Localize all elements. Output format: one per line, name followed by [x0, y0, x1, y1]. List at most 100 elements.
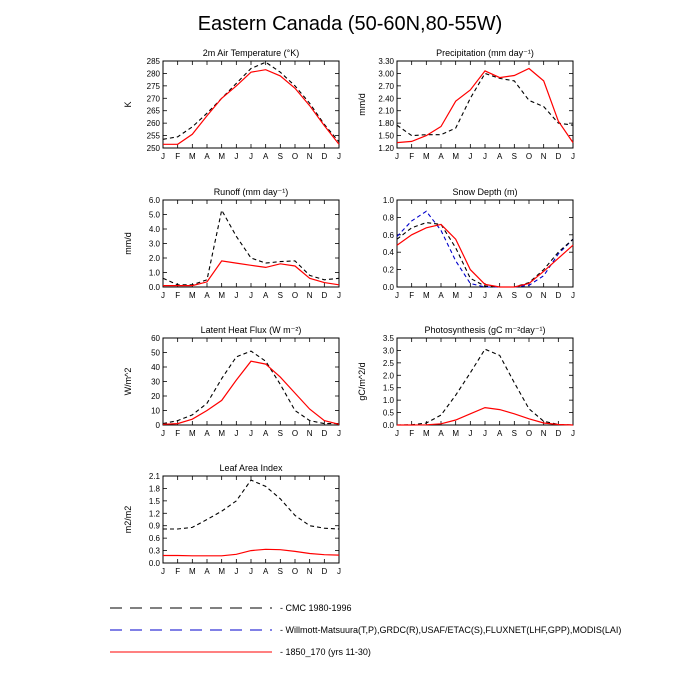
y-tick-label: 1.20: [378, 144, 394, 153]
y-tick-label: 1.5: [149, 497, 161, 506]
y-tick-label: 2.0: [383, 371, 395, 380]
x-tick-label: J: [249, 291, 253, 300]
y-tick-label: 20: [151, 392, 160, 401]
y-axis-label: mm/d: [123, 232, 133, 255]
x-tick-label: S: [278, 567, 283, 576]
series-line-model-red: [163, 69, 340, 145]
x-tick-label: F: [175, 567, 180, 576]
y-tick-label: 3.30: [378, 57, 394, 66]
legend: - CMC 1980-1996 - Willmott-Matsuura(T,P),…: [110, 603, 621, 657]
x-tick-label: J: [337, 291, 341, 300]
y-axis-label: K: [123, 101, 133, 107]
x-tick-label: A: [438, 291, 444, 300]
legend-label: - CMC 1980-1996: [280, 603, 352, 613]
x-tick-label: J: [249, 567, 253, 576]
x-tick-label: J: [234, 152, 238, 161]
x-tick-label: A: [263, 291, 269, 300]
y-tick-label: 280: [147, 69, 161, 78]
x-tick-label: J: [468, 291, 472, 300]
x-tick-label: N: [307, 429, 313, 438]
x-tick-label: F: [409, 429, 414, 438]
x-tick-label: O: [526, 429, 532, 438]
x-tick-label: A: [497, 152, 503, 161]
y-axis-label: mm/d: [357, 93, 367, 116]
x-tick-label: D: [321, 152, 327, 161]
x-tick-label: N: [541, 429, 547, 438]
series-line-obs-black: [163, 479, 340, 530]
panel-title: Precipitation (mm day⁻¹): [436, 48, 534, 58]
x-tick-label: J: [468, 429, 472, 438]
y-tick-label: 0.3: [149, 547, 161, 556]
x-tick-label: J: [234, 429, 238, 438]
y-tick-label: 2.1: [149, 472, 161, 481]
y-tick-label: 2.40: [378, 94, 394, 103]
series-line-model-red: [396, 223, 574, 288]
y-tick-label: 1.80: [378, 119, 394, 128]
y-tick-label: 0.6: [149, 534, 161, 543]
y-axis-label: m2/m2: [123, 506, 133, 534]
legend-label: - 1850_170 (yrs 11-30): [280, 647, 371, 657]
series-line-obs-black: [396, 72, 574, 137]
x-tick-label: J: [161, 567, 165, 576]
x-tick-label: D: [321, 567, 327, 576]
x-tick-label: D: [555, 429, 561, 438]
x-tick-label: D: [555, 291, 561, 300]
y-tick-label: 3.0: [149, 240, 161, 249]
y-tick-label: 265: [147, 107, 161, 116]
x-tick-label: N: [541, 152, 547, 161]
y-tick-label: 2.10: [378, 107, 394, 116]
x-tick-label: J: [468, 152, 472, 161]
y-tick-label: 6.0: [149, 196, 161, 205]
x-tick-label: O: [526, 291, 532, 300]
x-tick-label: M: [189, 152, 196, 161]
panel-title: Leaf Area Index: [219, 463, 283, 473]
x-tick-label: D: [555, 152, 561, 161]
x-tick-label: S: [512, 291, 517, 300]
y-tick-label: 0.0: [383, 421, 395, 430]
x-tick-label: O: [526, 152, 532, 161]
x-tick-label: J: [161, 429, 165, 438]
x-tick-label: M: [218, 567, 225, 576]
x-tick-label: N: [307, 291, 313, 300]
panel-title: 2m Air Temperature (°K): [203, 48, 299, 58]
y-tick-label: 10: [151, 407, 160, 416]
y-tick-label: 30: [151, 378, 160, 387]
x-tick-label: D: [321, 429, 327, 438]
x-tick-label: J: [234, 567, 238, 576]
x-tick-label: O: [292, 567, 298, 576]
chart-panel: Photosynthesis (gC m⁻²day⁻¹) 0.0 0.5 1.0 1.5…: [357, 325, 575, 438]
x-tick-label: F: [409, 152, 414, 161]
x-tick-label: J: [337, 152, 341, 161]
y-tick-label: 270: [147, 94, 161, 103]
chart-panel: Leaf Area Index 0.0 0.3 0.6 0.9 1.2 1.5 1.8 2.1 J…: [123, 463, 341, 576]
x-tick-label: S: [512, 152, 517, 161]
y-tick-label: 3.0: [383, 346, 395, 355]
x-tick-label: J: [483, 429, 487, 438]
chart-panel: Precipitation (mm day⁻¹) 1.20 1.50 1.80 2.10…: [357, 48, 575, 161]
x-tick-label: J: [571, 152, 575, 161]
x-tick-label: A: [204, 152, 210, 161]
x-tick-label: J: [571, 429, 575, 438]
series-line-obs-black: [162, 350, 339, 425]
x-tick-label: J: [161, 152, 165, 161]
x-tick-label: O: [292, 152, 298, 161]
series-line-model-red: [163, 548, 340, 557]
x-tick-label: M: [452, 429, 459, 438]
series-line-model-red: [163, 260, 340, 287]
y-tick-label: 60: [151, 334, 160, 343]
x-tick-label: A: [263, 152, 269, 161]
x-tick-label: D: [321, 291, 327, 300]
panel-title: Runoff (mm day⁻¹): [214, 187, 289, 197]
series-line-obs-black: [162, 208, 340, 286]
plot-frame: [162, 60, 340, 149]
x-tick-label: J: [337, 429, 341, 438]
panel-title: Snow Depth (m): [452, 187, 517, 197]
chart-panel: Snow Depth (m)0.00.20.40.60.81.0J F M A M J J A…: [383, 187, 575, 300]
x-tick-label: J: [337, 567, 341, 576]
y-tick-label: 0.5: [383, 409, 395, 418]
x-tick-label: A: [204, 429, 210, 438]
x-tick-label: J: [249, 152, 253, 161]
x-tick-label: J: [161, 291, 165, 300]
